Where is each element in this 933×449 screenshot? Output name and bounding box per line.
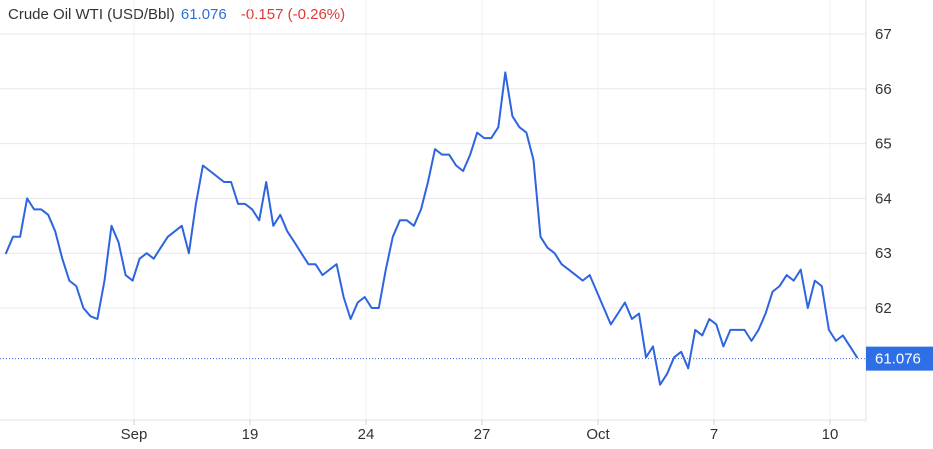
last-value-layer: 61.076 — [0, 346, 933, 371]
current-price: 61.076 — [180, 6, 227, 23]
x-tick-label: 19 — [242, 426, 259, 443]
y-tick-label: 63 — [875, 245, 892, 262]
series-line — [5, 71, 858, 386]
x-axis-ticks: Sep 19 24 27 Oct 7 10 — [121, 420, 839, 443]
chart-header: Crude Oil WTI (USD/Bbl) 61.076 -0.157 (-… — [8, 6, 345, 23]
y-tick-label: 62 — [875, 300, 892, 317]
x-tick-label: 10 — [822, 426, 839, 443]
instrument-title: Crude Oil WTI (USD/Bbl) — [8, 6, 175, 23]
series-layer — [5, 71, 858, 386]
price-change: -0.157 (-0.26%) — [240, 6, 346, 23]
x-tick-label: 24 — [358, 426, 375, 443]
x-tick-label: Oct — [586, 426, 610, 443]
last-value-badge — [866, 346, 933, 371]
y-tick-label: 67 — [875, 26, 892, 43]
x-tick-label: Sep — [121, 426, 148, 443]
y-tick-label: 66 — [875, 81, 892, 98]
y-axis-ticks: 62 63 64 65 66 67 — [875, 26, 892, 317]
y-tick-label: 65 — [875, 136, 892, 153]
last-value-label: 61.076 — [875, 351, 921, 368]
x-tick-label: 7 — [710, 426, 718, 443]
grid-lines — [0, 0, 866, 420]
y-tick-label: 64 — [875, 190, 892, 207]
x-tick-label: 27 — [474, 426, 491, 443]
